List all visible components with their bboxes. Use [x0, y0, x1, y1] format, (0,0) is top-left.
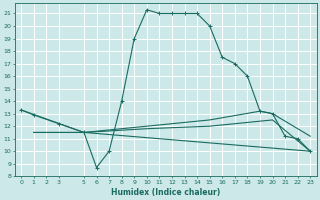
X-axis label: Humidex (Indice chaleur): Humidex (Indice chaleur): [111, 188, 220, 197]
